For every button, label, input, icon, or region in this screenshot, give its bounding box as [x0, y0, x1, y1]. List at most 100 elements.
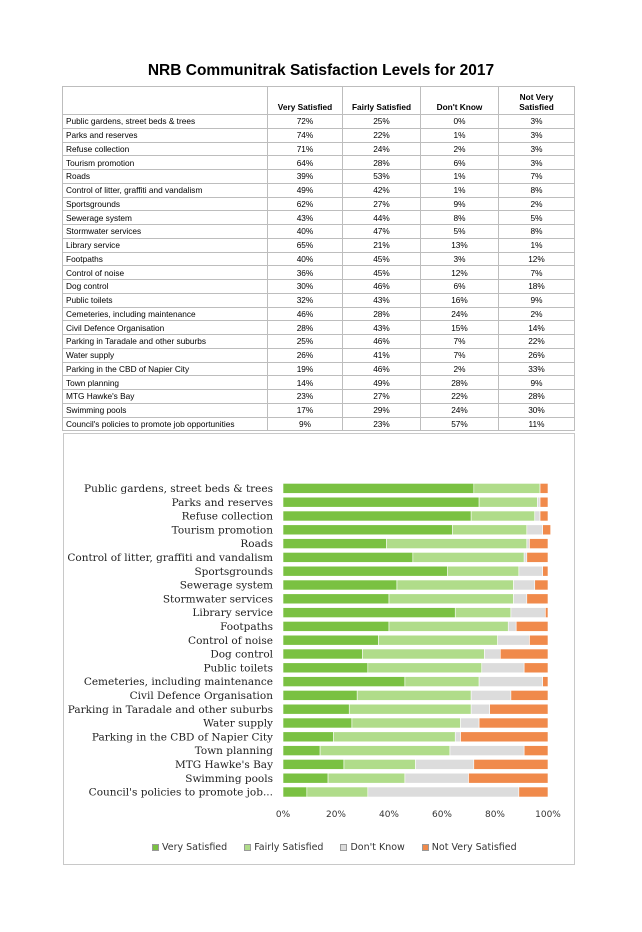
table-cell: 42%	[342, 182, 421, 198]
category-label: Town planning	[195, 745, 274, 757]
bar-segment	[523, 662, 549, 674]
bar-segment	[282, 745, 321, 756]
bar-segment	[518, 565, 543, 577]
bar-segment	[343, 759, 416, 770]
bar-segment	[282, 579, 398, 591]
legend-swatch	[421, 844, 429, 851]
table-header-cell: Don't Know	[420, 86, 499, 115]
bar-segment	[452, 524, 528, 536]
bar-segment	[478, 496, 538, 508]
legend-item: Don't Know	[340, 842, 405, 853]
bar-segment	[449, 745, 525, 756]
bar-segment	[282, 483, 475, 494]
category-label: Dog control	[210, 649, 273, 661]
table-row: Cemeteries, including maintenance 46% 28% 2…	[62, 306, 575, 322]
bar-segment	[542, 565, 549, 577]
category-label: Control of litter, graffiti and vandalis…	[67, 552, 273, 564]
bar-segment	[542, 676, 549, 687]
bar-segment	[507, 621, 517, 632]
legend-item: Not Very Satisfied	[421, 842, 517, 853]
table-cell: 71%	[267, 141, 343, 157]
bar-segment	[282, 648, 363, 660]
bar-segment	[356, 690, 472, 701]
bar-segment	[542, 524, 551, 536]
bar-segment	[282, 772, 329, 784]
table-cell: 9%	[267, 416, 343, 432]
bar-segment	[454, 731, 461, 743]
table-cell: 57%	[420, 416, 499, 432]
table-row-label: Council's policies to promote job opport…	[62, 416, 268, 432]
x-tick-label: 80%	[485, 810, 505, 820]
bar-segment	[348, 703, 472, 715]
bar-segment	[319, 745, 451, 756]
bar-segment	[446, 565, 520, 577]
bar-segment	[529, 634, 549, 646]
table-row: Sewerage system 43% 44% 8% 5%	[62, 210, 575, 225]
bar-segment	[282, 538, 387, 549]
x-tick-label: 0%	[276, 810, 291, 820]
bar-segment	[351, 717, 461, 729]
bar-segment	[282, 634, 379, 646]
legend-swatch	[244, 844, 252, 851]
category-label: Roads	[240, 538, 273, 550]
bar-segment	[523, 745, 549, 756]
table-row: MTG Hawke's Bay 23% 27% 22% 28%	[62, 389, 575, 404]
page-title: NRB Communitrak Satisfaction Levels for …	[147, 62, 495, 79]
table-row: Tourism promotion 64% 28% 6% 3%	[62, 155, 575, 170]
bar-segment	[454, 607, 512, 618]
category-label: Water supply	[203, 718, 273, 730]
bar-segment	[333, 731, 456, 743]
x-tick-label: 60%	[432, 810, 452, 820]
bar-segment	[470, 703, 490, 715]
table-row: Refuse collection 71% 24% 2% 3%	[62, 141, 575, 157]
bar-segment	[510, 607, 546, 618]
bar-segment	[378, 634, 498, 646]
table-row: Control of litter, graffiti and vandalis…	[62, 182, 575, 198]
chart-legend: Very Satisfied Fairly Satisfied Don't Know…	[152, 842, 517, 853]
legend-label: Fairly Satisfied	[254, 842, 324, 853]
table-cell: 33%	[498, 361, 575, 377]
table-cell: 2%	[498, 196, 575, 212]
bar-segment	[537, 496, 541, 508]
bar-segment	[388, 621, 509, 632]
bar-segment	[539, 483, 549, 494]
bar-segment	[306, 786, 369, 798]
category-label: Parking in the CBD of Napier City	[92, 731, 273, 743]
bar-segment	[282, 731, 334, 743]
bar-segment	[534, 510, 541, 522]
category-label: Sewerage system	[180, 580, 273, 592]
bar-segment	[282, 717, 353, 729]
bar-segment	[327, 772, 406, 784]
table-row: Civil Defence Organisation 28% 43% 15% 14%	[62, 320, 575, 335]
table-row: Roads 39% 53% 1% 7%	[62, 169, 575, 184]
bar-segment	[473, 759, 549, 770]
bar-segment	[529, 538, 549, 549]
table-cell: 11%	[498, 416, 575, 432]
table-header-row: Very Satisfied Fairly Satisfied Don't Know…	[62, 86, 575, 115]
table-row: Stormwater services 40% 47% 5% 8%	[62, 224, 575, 239]
bar-segment	[470, 510, 536, 522]
bar-segment	[460, 731, 549, 743]
table-cell: 5%	[498, 210, 575, 225]
category-label: Sportsgrounds	[194, 566, 273, 578]
category-label: Stormwater services	[163, 593, 273, 605]
bar-segment	[545, 607, 549, 618]
table-cell: 22%	[498, 334, 575, 349]
table-cell: 8%	[420, 210, 499, 225]
bar-segment	[282, 676, 406, 687]
bar-segment	[513, 593, 528, 605]
bar-segment	[499, 648, 549, 660]
bar-segment	[489, 703, 549, 715]
bar-segment	[388, 593, 514, 605]
table-cell: 3%	[498, 127, 575, 143]
bar-segment	[367, 786, 520, 798]
table-row-label: Stormwater services	[62, 224, 268, 239]
category-label: Parks and reserves	[172, 497, 273, 509]
table-cell: 3%	[498, 155, 575, 170]
table-cell: 3%	[498, 141, 575, 157]
category-label: Library service	[192, 607, 273, 619]
table-row: Parking in Taradale and other suburbs 25%…	[62, 334, 575, 349]
legend-label: Not Very Satisfied	[431, 842, 517, 853]
bar-segment	[484, 648, 501, 660]
bar-segment	[513, 579, 536, 591]
